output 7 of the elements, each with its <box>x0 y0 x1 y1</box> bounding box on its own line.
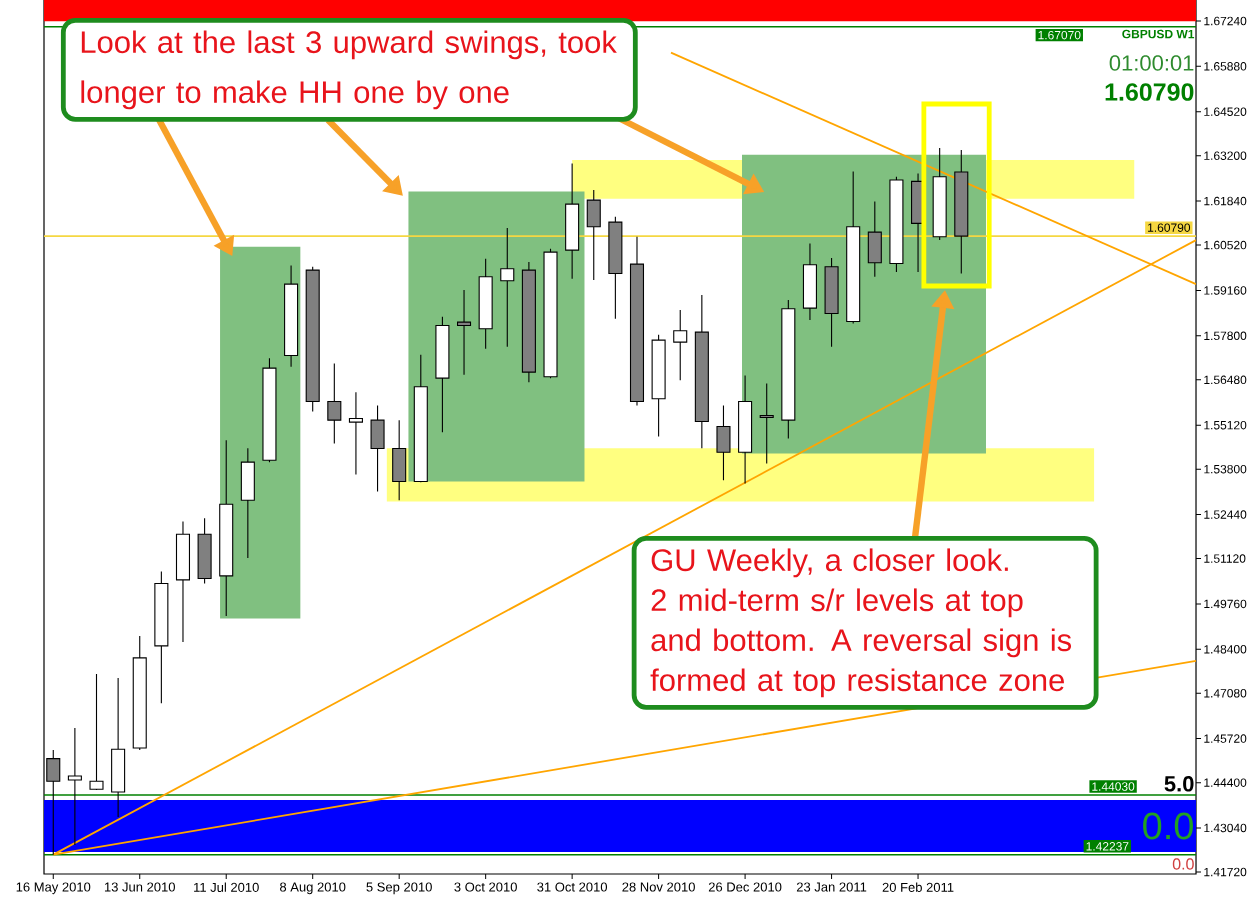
annotation: Look at the last 3 upward swings, took longer to make HH one by one <box>81 30 617 110</box>
annotation: 0.0 <box>1143 812 1193 840</box>
annotation: 1.60790 <box>1105 83 1194 101</box>
annotation: 5.0 <box>1164 776 1194 792</box>
annotation: 0.0 <box>1172 858 1194 870</box>
annotation: 01:00:01 <box>1109 55 1194 71</box>
annotation: GU Weekly, a closer look. 2 mid-term s/r levels at top and bottom. A reversal sign is formed at top resistance zone <box>650 548 1072 698</box>
